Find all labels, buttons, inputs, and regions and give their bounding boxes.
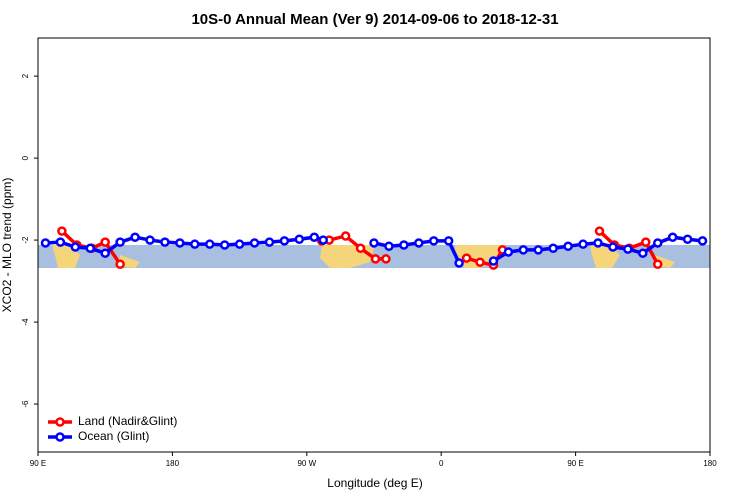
point	[294, 234, 305, 245]
point	[130, 232, 140, 242]
y-tick-label: 2	[21, 73, 30, 78]
point	[667, 232, 678, 242]
point	[234, 239, 245, 249]
point	[454, 258, 464, 268]
point	[355, 243, 366, 254]
point	[443, 236, 454, 246]
point	[40, 238, 51, 248]
point	[682, 234, 693, 245]
point	[594, 226, 605, 236]
y-axis-label: XCO2 - MLO trend (ppm)	[0, 178, 14, 313]
point	[370, 254, 381, 264]
point	[115, 259, 125, 270]
point	[85, 243, 96, 254]
point	[399, 240, 409, 250]
x-tick-label: 0	[439, 459, 444, 468]
point	[264, 237, 275, 247]
point	[697, 236, 708, 246]
point	[475, 257, 485, 267]
y-tick-label: -4	[21, 318, 30, 326]
point	[249, 238, 260, 248]
point	[414, 238, 424, 248]
point	[384, 241, 394, 251]
point	[279, 236, 290, 246]
x-tick-label: 180	[166, 459, 180, 468]
point	[638, 248, 648, 258]
legend-label: Ocean (Glint)	[78, 429, 149, 443]
point	[533, 245, 544, 255]
point	[309, 232, 320, 242]
point	[100, 237, 110, 247]
point	[160, 237, 170, 247]
x-axis-label: Longitude (deg E)	[327, 476, 422, 490]
point	[608, 242, 618, 252]
x-tick-label: 90 E	[567, 459, 583, 468]
plot-frame	[37, 37, 711, 453]
point	[55, 237, 66, 247]
point	[593, 238, 603, 248]
y-tick-label: -6	[21, 400, 30, 408]
point	[381, 254, 391, 264]
point	[57, 226, 67, 236]
point	[369, 238, 379, 248]
y-tick-label: 0	[21, 155, 30, 160]
point	[652, 238, 663, 248]
x-tick-label: 180	[703, 459, 717, 468]
point	[70, 242, 81, 252]
point	[652, 259, 663, 270]
legend-marker	[55, 432, 65, 442]
point	[461, 253, 472, 263]
x-tick-label: 90 W	[297, 459, 316, 468]
point	[175, 238, 185, 248]
point	[219, 240, 230, 250]
point	[503, 247, 514, 257]
point	[518, 245, 529, 255]
point	[100, 248, 110, 258]
point	[548, 243, 558, 254]
y-tick-label: -2	[21, 236, 30, 244]
point	[428, 236, 439, 246]
point	[145, 235, 155, 245]
point	[318, 235, 328, 245]
point	[563, 241, 573, 251]
point	[340, 231, 351, 241]
point	[204, 239, 215, 249]
point	[641, 237, 651, 247]
legend-marker	[55, 417, 65, 427]
point	[488, 256, 499, 266]
chart-title: 10S-0 Annual Mean (Ver 9) 2014-09-06 to …	[191, 11, 558, 28]
x-tick-label: 90 E	[30, 459, 46, 468]
point	[623, 244, 633, 254]
legend-label: Land (Nadir&Glint)	[78, 414, 177, 428]
point	[190, 239, 200, 249]
point	[115, 237, 125, 247]
point	[578, 239, 588, 249]
